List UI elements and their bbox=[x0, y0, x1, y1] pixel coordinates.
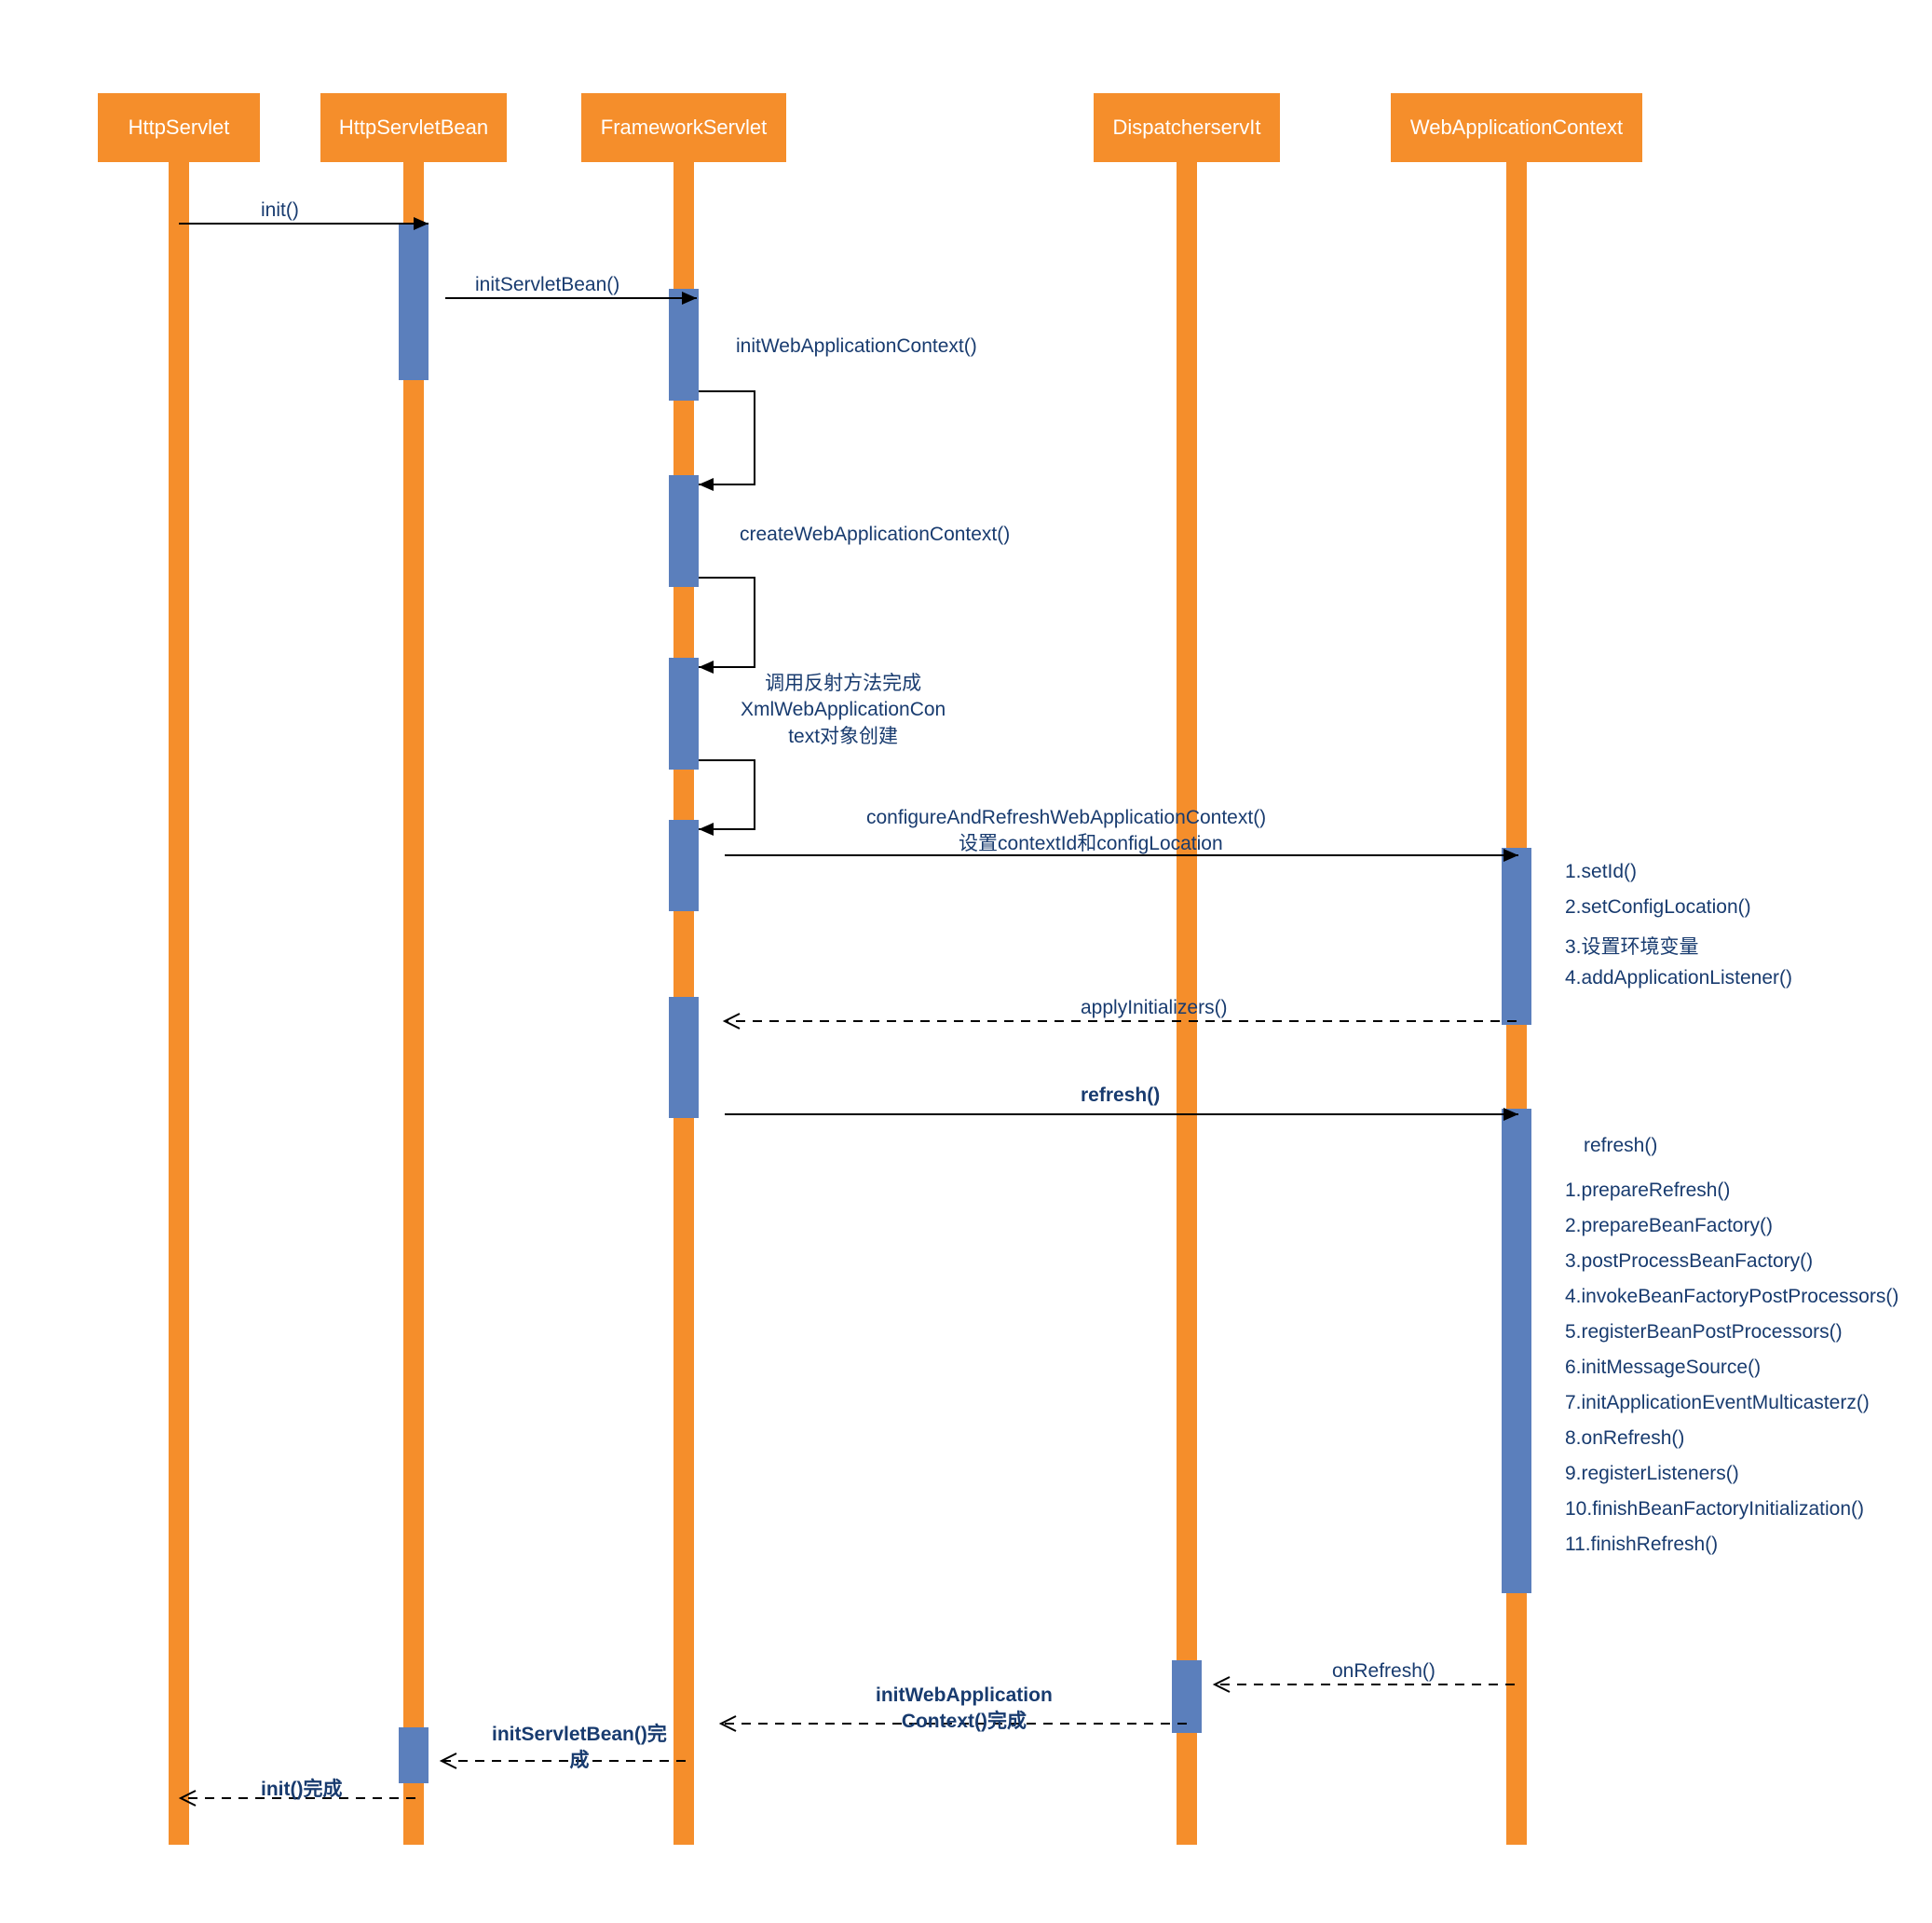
side-note-0-line-3: 4.addApplicationListener() bbox=[1565, 967, 1792, 989]
activation-httpservletbean-0 bbox=[399, 224, 429, 380]
activation-webappcontext-7 bbox=[1502, 1109, 1531, 1593]
lifeline-httpservletbean bbox=[403, 162, 424, 1845]
side-note-2-line-2: 3.postProcessBeanFactory() bbox=[1565, 1250, 1813, 1273]
side-note-1-line-0: refresh() bbox=[1584, 1135, 1657, 1157]
message-label-2: initWebApplicationContext() bbox=[736, 335, 977, 358]
side-note-2-line-0: 1.prepareRefresh() bbox=[1565, 1180, 1730, 1202]
side-note-2-line-9: 10.finishBeanFactoryInitialization() bbox=[1565, 1498, 1864, 1521]
message-label-0: init() bbox=[261, 199, 299, 222]
side-note-2-line-8: 9.registerListeners() bbox=[1565, 1463, 1739, 1485]
message-label-6: applyInitializers() bbox=[1081, 997, 1228, 1019]
message-label-1: initServletBean() bbox=[475, 274, 619, 296]
message-label-5: configureAndRefreshWebApplicationContext… bbox=[866, 805, 1266, 858]
self-loop-0 bbox=[680, 382, 773, 494]
side-note-2-line-7: 8.onRefresh() bbox=[1565, 1427, 1684, 1450]
side-note-2-line-6: 7.initApplicationEventMulticasterz() bbox=[1565, 1392, 1870, 1414]
side-note-0-line-2: 3.设置环境变量 bbox=[1565, 932, 1699, 960]
side-note-0-line-1: 2.setConfigLocation() bbox=[1565, 896, 1751, 919]
side-note-2-line-1: 2.prepareBeanFactory() bbox=[1565, 1215, 1773, 1237]
message-label-9: initWebApplication Context()完成 bbox=[876, 1683, 1053, 1736]
message-label-10: initServletBean()完 成 bbox=[492, 1722, 667, 1775]
self-loop-2 bbox=[680, 751, 773, 839]
participant-httpservlet: HttpServlet bbox=[98, 93, 260, 162]
side-note-2-line-5: 6.initMessageSource() bbox=[1565, 1357, 1761, 1379]
side-note-2-line-10: 11.finishRefresh() bbox=[1565, 1534, 1718, 1556]
self-loop-1 bbox=[680, 568, 773, 676]
message-label-4: 调用反射方法完成 XmlWebApplicationCon text对象创建 bbox=[741, 671, 946, 750]
message-label-8: onRefresh() bbox=[1332, 1660, 1435, 1683]
activation-frameworkservlet-6 bbox=[669, 997, 699, 1118]
participant-webappcontext: WebApplicationContext bbox=[1391, 93, 1642, 162]
participant-frameworkservlet: FrameworkServlet bbox=[581, 93, 786, 162]
activation-webappcontext-5 bbox=[1502, 848, 1531, 1025]
message-label-3: createWebApplicationContext() bbox=[740, 524, 1010, 546]
side-note-2-line-3: 4.invokeBeanFactoryPostProcessors() bbox=[1565, 1286, 1898, 1308]
side-note-0-line-0: 1.setId() bbox=[1565, 861, 1637, 883]
participant-dispatcherservlet: DispatcherservIt bbox=[1094, 93, 1280, 162]
side-note-2-line-4: 5.registerBeanPostProcessors() bbox=[1565, 1321, 1843, 1343]
participant-httpservletbean: HttpServletBean bbox=[320, 93, 507, 162]
message-label-11: init()完成 bbox=[261, 1774, 342, 1802]
lifeline-httpservlet bbox=[169, 162, 189, 1845]
message-label-7: refresh() bbox=[1081, 1084, 1160, 1107]
